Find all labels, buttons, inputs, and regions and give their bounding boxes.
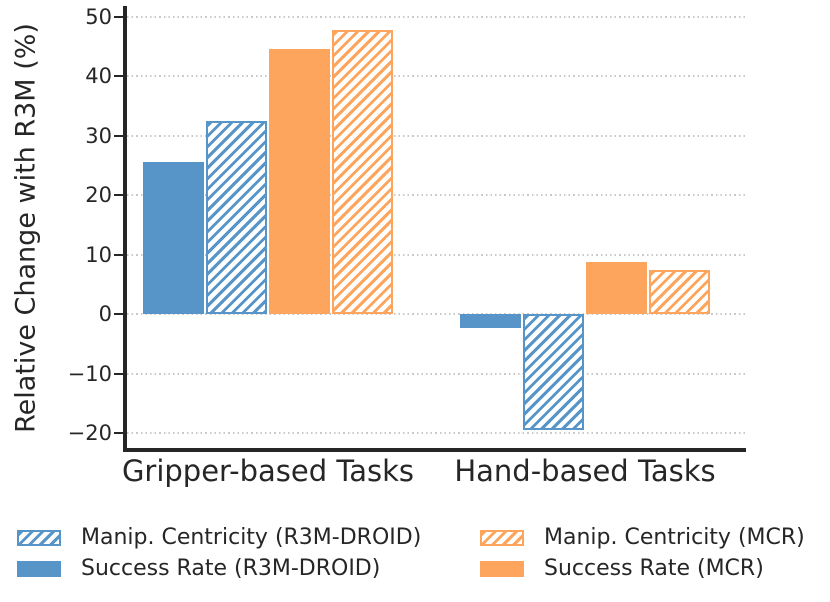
- y-tick-label-20: 20: [85, 183, 112, 208]
- y-tick-label--10: −10: [67, 361, 112, 386]
- legend-item-manip-centricity-r3m-droid: Manip. Centricity (R3M-DROID): [17, 527, 421, 549]
- legend-label: Manip. Centricity (R3M-DROID): [81, 525, 422, 550]
- y-tick-mark-30: [114, 134, 123, 137]
- y-tick-mark-20: [114, 194, 123, 197]
- legend-item-manip-centricity-mcr: Manip. Centricity (MCR): [480, 527, 805, 549]
- y-tick-mark-0: [114, 313, 123, 316]
- bar-success-rate-r3m-droid-gripper-based-tasks: [143, 162, 204, 315]
- gridline-y-20: [127, 194, 746, 197]
- legend-label: Manip. Centricity (MCR): [544, 525, 805, 550]
- plot-area: [123, 6, 746, 452]
- x-tick-label-hand-based-tasks: Hand-based Tasks: [454, 454, 716, 488]
- y-tick-label-40: 40: [85, 64, 112, 89]
- bar-manip-centricity-mcr-gripper-based-tasks: [332, 30, 393, 315]
- y-tick-label-50: 50: [85, 4, 112, 29]
- gridline-y--10: [127, 372, 746, 375]
- y-tick-label-0: 0: [98, 302, 112, 327]
- legend-item-success-rate-mcr: Success Rate (MCR): [480, 558, 805, 580]
- gridline-y-50: [127, 15, 746, 18]
- bar-success-rate-mcr-hand-based-tasks: [586, 262, 647, 315]
- legend-column-left: Manip. Centricity (R3M-DROID) Success Rat…: [17, 527, 421, 580]
- gridline-y-30: [127, 134, 746, 137]
- legend-label: Success Rate (MCR): [544, 556, 764, 581]
- bar-manip-centricity-mcr-hand-based-tasks: [649, 270, 710, 315]
- y-tick-mark-10: [114, 253, 123, 256]
- y-tick-mark-50: [114, 15, 123, 18]
- bar-manip-centricity-r3m-droid-hand-based-tasks: [523, 314, 584, 431]
- y-tick-mark--10: [114, 372, 123, 375]
- legend-swatch-hatched-icon: [480, 530, 524, 546]
- gridline-y-10: [127, 253, 746, 256]
- legend-item-success-rate-r3m-droid: Success Rate (R3M-DROID): [17, 558, 421, 580]
- legend-column-right: Manip. Centricity (MCR) Success Rate (MCR…: [480, 527, 805, 580]
- legend-swatch-solid-icon: [480, 561, 524, 577]
- legend-swatch-solid-icon: [17, 561, 61, 577]
- y-tick-mark-40: [114, 75, 123, 78]
- gridline-y-40: [127, 75, 746, 78]
- bar-success-rate-mcr-gripper-based-tasks: [269, 48, 330, 315]
- x-tick-label-gripper-based-tasks: Gripper-based Tasks: [121, 454, 415, 488]
- y-tick-label-10: 10: [85, 242, 112, 267]
- legend-label: Success Rate (R3M-DROID): [81, 556, 381, 581]
- bar-success-rate-r3m-droid-hand-based-tasks: [460, 314, 521, 328]
- y-tick-label--20: −20: [67, 421, 112, 446]
- bar-manip-centricity-r3m-droid-gripper-based-tasks: [206, 121, 267, 315]
- gridline-y--20: [127, 432, 746, 435]
- y-tick-label-30: 30: [85, 123, 112, 148]
- legend-swatch-hatched-icon: [17, 530, 61, 546]
- y-tick-mark--20: [114, 432, 123, 435]
- gridline-y-0: [127, 313, 746, 316]
